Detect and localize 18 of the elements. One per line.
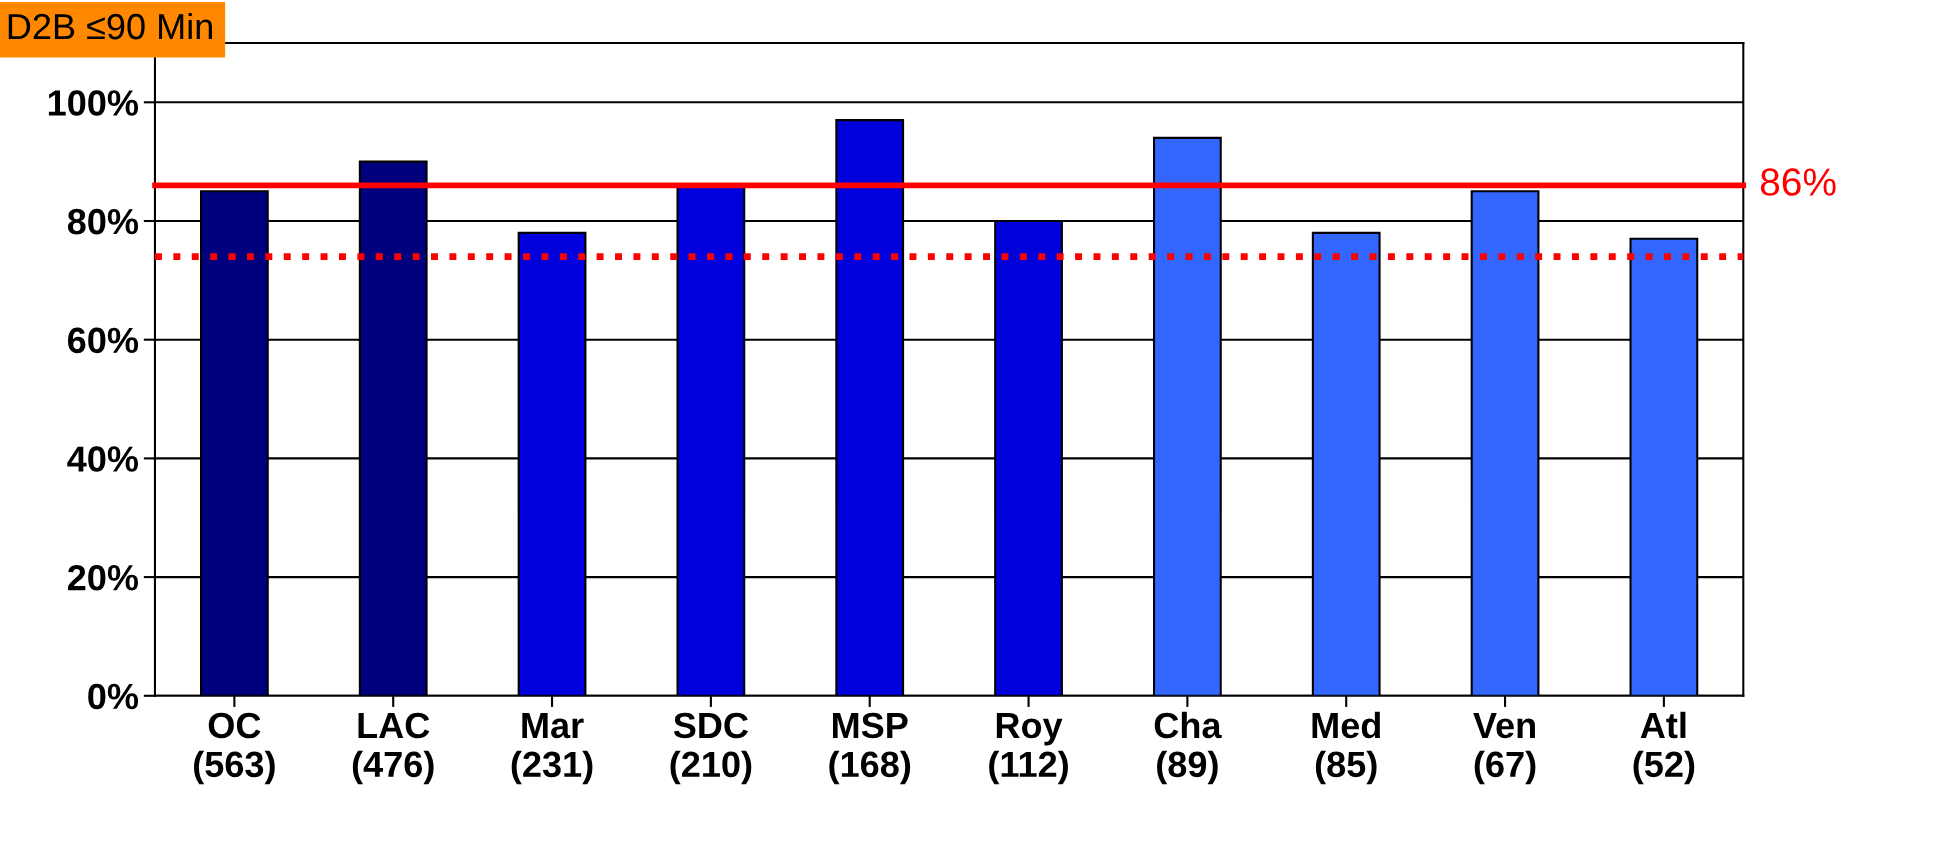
x-tick-label: Mar (231) — [511, 713, 593, 785]
x-tick-label: MSP (168) — [829, 712, 911, 785]
y-tick-label: 80% — [67, 208, 139, 235]
x-tick-label: OC (563) — [194, 712, 275, 785]
y-tick-label: 60% — [68, 327, 139, 354]
x-tick-label: Cha (89) — [1154, 711, 1222, 785]
ref-line-label: 86% — [1760, 168, 1836, 196]
y-tick-label: 100% — [48, 90, 139, 116]
y-tick-label: 0% — [88, 683, 139, 710]
x-tick-label: Atl (52) — [1633, 711, 1695, 785]
x-tick-label: Med (85) — [1312, 711, 1380, 785]
chart-title: D2B ≤90 Min — [8, 12, 212, 40]
x-tick-label: Roy (112) — [989, 713, 1068, 785]
x-tick-label: LAC (476) — [352, 712, 434, 785]
y-tick-label: 40% — [67, 446, 139, 472]
y-tick-label: 20% — [67, 564, 139, 591]
x-tick-label: Ven (67) — [1473, 713, 1536, 785]
x-tick-label: SDC (210) — [670, 712, 752, 785]
